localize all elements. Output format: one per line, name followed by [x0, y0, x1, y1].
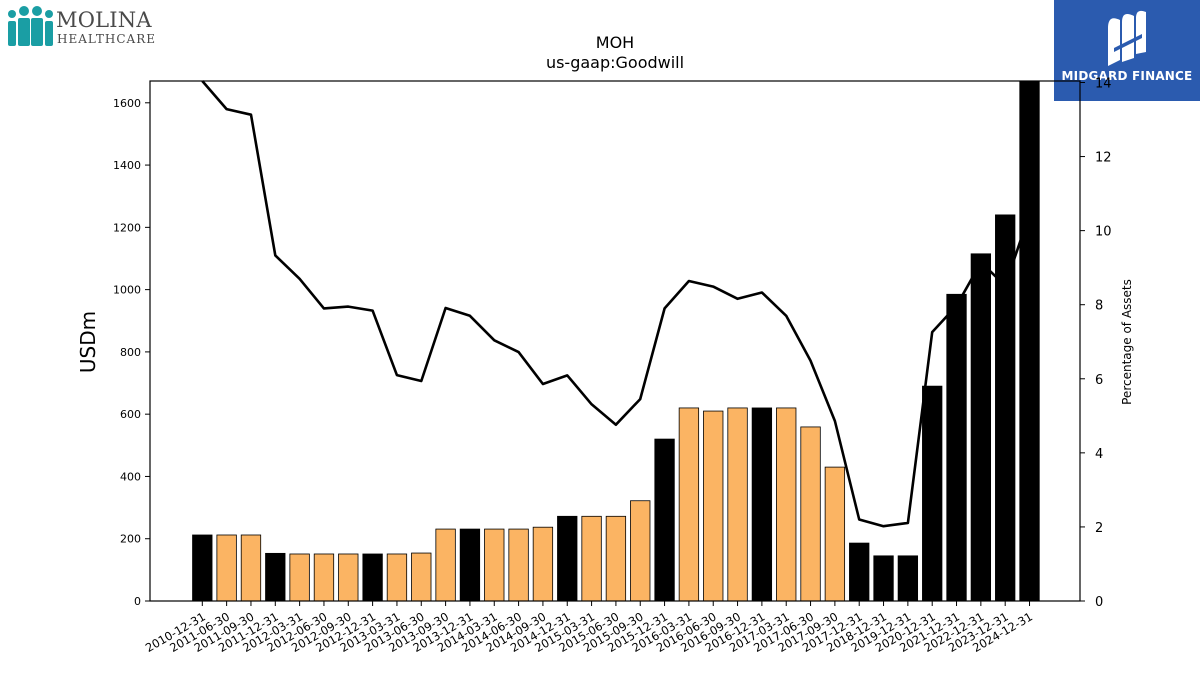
chart-title: MOH	[596, 33, 634, 52]
bar	[338, 553, 359, 602]
y2-tick-label: 12	[1095, 151, 1112, 166]
y2-tick-label: 8	[1095, 299, 1103, 314]
chart-subtitle: us-gaap:Goodwill	[546, 53, 684, 72]
person-head-icon	[19, 6, 29, 16]
person-head-icon	[8, 10, 16, 18]
bar	[873, 555, 894, 602]
bar	[1019, 80, 1040, 602]
y2-tick-label: 14	[1095, 76, 1112, 91]
bar	[265, 552, 286, 602]
line-series	[201, 80, 1031, 528]
person-body-icon	[18, 18, 30, 46]
y2-tick-label: 4	[1095, 447, 1103, 462]
bar	[995, 214, 1016, 602]
bar	[605, 515, 627, 602]
percentage-line	[201, 80, 1031, 528]
y2-axis-label: Percentage of Assets	[1120, 279, 1134, 405]
midgard-m-icon	[1108, 10, 1146, 66]
bar	[484, 528, 505, 602]
person-head-icon	[45, 10, 53, 18]
molina-logo: MOLINA HEALTHCARE	[6, 6, 156, 50]
bar	[727, 407, 748, 602]
bar	[654, 438, 675, 602]
bar	[289, 553, 310, 602]
bar	[386, 553, 408, 602]
bar	[435, 528, 456, 602]
bar	[776, 407, 797, 602]
bar	[922, 385, 943, 602]
midgard-finance-logo: MIDGARD FINANCE	[1054, 0, 1200, 101]
y2-tick-label: 6	[1095, 373, 1103, 388]
bar	[581, 515, 602, 602]
bar	[800, 426, 821, 602]
y-tick-label: 1400	[113, 159, 141, 172]
bar	[970, 253, 992, 602]
y-tick-label: 600	[120, 408, 141, 421]
bar	[849, 542, 870, 602]
y-tick-label: 200	[120, 533, 141, 546]
person-body-icon	[45, 21, 53, 46]
bar	[532, 526, 554, 602]
bar	[678, 407, 700, 602]
bar	[557, 515, 578, 602]
bar	[751, 407, 773, 602]
bar	[897, 555, 919, 602]
person-head-icon	[32, 6, 42, 16]
y-axis-label: USDm	[76, 311, 100, 373]
y2-tick-label: 0	[1095, 595, 1103, 610]
bar	[313, 553, 335, 602]
molina-logo-wordmark: MOLINA	[56, 8, 152, 32]
bar	[630, 500, 651, 602]
y-tick-label: 0	[134, 595, 141, 608]
y-tick-label: 1000	[113, 284, 141, 297]
bar	[362, 553, 383, 602]
y2-tick-label: 2	[1095, 521, 1103, 536]
y-tick-label: 1600	[113, 97, 141, 110]
axes: 0 200 400 600 800 1000 1200 1400 1600 0 2 4 6 8 10 12 14…	[113, 76, 1112, 655]
midgard-finance-label: MIDGARD FINANCE	[1061, 69, 1193, 83]
bar	[946, 293, 967, 602]
bar	[459, 528, 481, 602]
person-body-icon	[8, 21, 16, 46]
bar	[192, 534, 213, 602]
person-body-icon	[31, 18, 43, 46]
bar	[411, 552, 432, 602]
y2-tick-label: 10	[1095, 225, 1112, 240]
plot-frame	[149, 80, 1081, 602]
bar-series	[192, 80, 1040, 602]
y-tick-label: 1200	[113, 221, 141, 234]
y-tick-label: 400	[120, 470, 141, 483]
molina-people-icon	[8, 6, 53, 46]
y-tick-label: 800	[120, 346, 141, 359]
bar	[508, 528, 529, 602]
bar	[824, 466, 846, 602]
bar	[703, 410, 724, 602]
bar	[216, 534, 237, 602]
bar	[240, 534, 262, 602]
molina-logo-subtitle: HEALTHCARE	[57, 32, 156, 46]
